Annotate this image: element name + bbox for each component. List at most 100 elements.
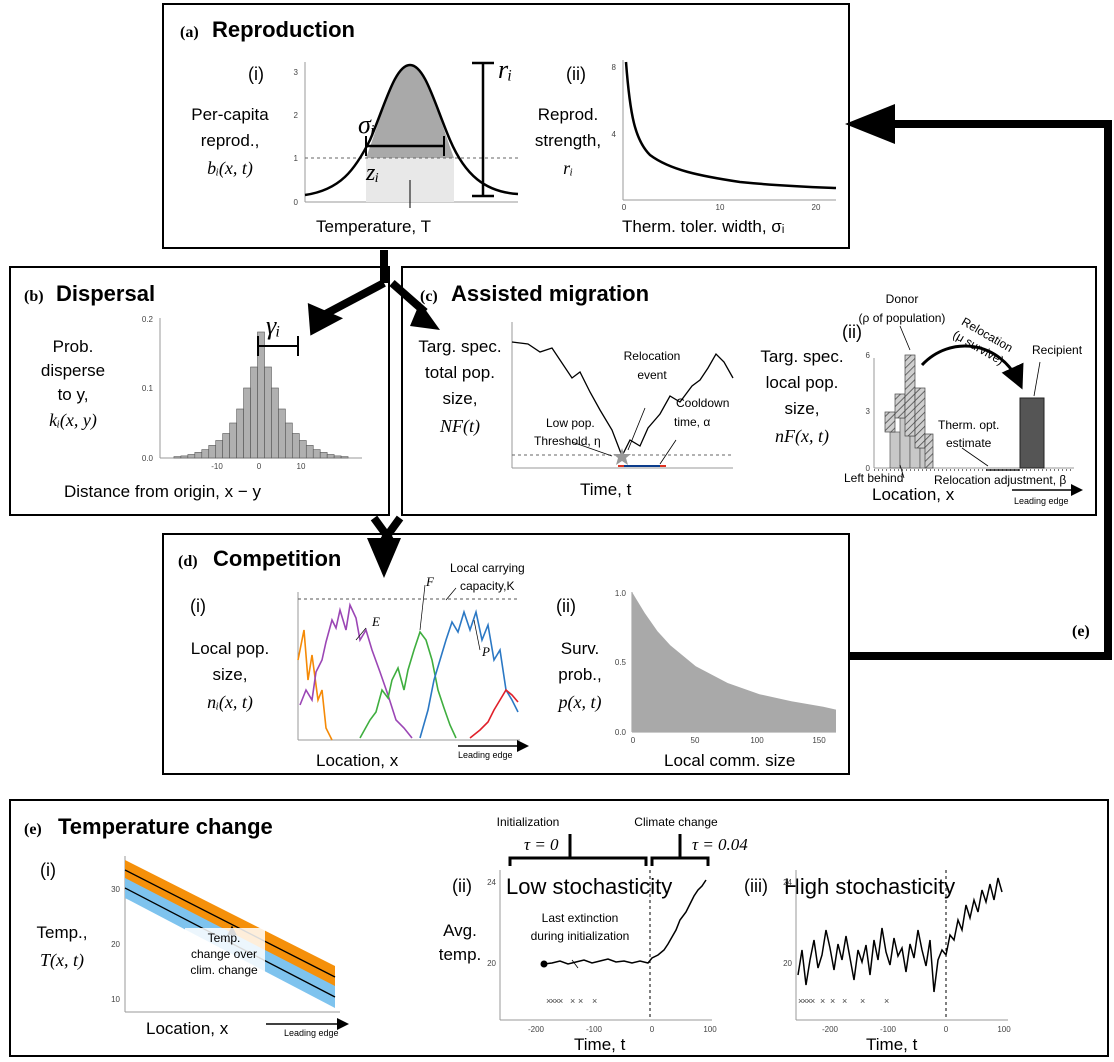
c-ii-number: (ii) <box>842 322 862 342</box>
e-ii-init-label: Initialization <box>497 815 560 829</box>
a-ii-curve <box>624 61 837 190</box>
b-hist-bar <box>208 445 217 459</box>
a-i-ytick-2: 2 <box>294 111 299 120</box>
e-ii-tau0: τ = 0 <box>524 835 559 854</box>
e-iii-xtick-0: 0 <box>944 1025 949 1034</box>
svg-text:×: × <box>860 996 865 1006</box>
c-ii-therm-2: estimate <box>946 436 992 450</box>
b-hist-bar <box>243 387 251 459</box>
chart-c-i <box>511 322 734 469</box>
chart-a-ii: 4 8 0 10 20 <box>612 60 837 212</box>
b-hist-bar <box>312 449 321 459</box>
c-ii-recipient: Recipient <box>1032 343 1083 357</box>
c-ii-ytick-6: 6 <box>866 351 871 360</box>
d-ii-xtick-150: 150 <box>812 736 826 745</box>
a-i-r-label: rᵢ <box>498 55 512 84</box>
c-ii-relocation-arrow <box>920 344 1024 390</box>
svg-text:×: × <box>592 996 597 1006</box>
chart-a-i: 0 1 2 3 <box>294 61 519 208</box>
c-i-threshold-2: Threshold, η <box>534 434 601 448</box>
c-i-relocation-star <box>613 448 631 465</box>
a-ii-ytick-8: 8 <box>612 63 617 72</box>
c-ii-ylabel-math: nF(x, t) <box>775 426 829 447</box>
b-hist-bar <box>333 455 342 459</box>
c-ii-left-behind-label: Left behind <box>844 471 903 485</box>
d-ii-ytick-05: 0.5 <box>615 658 627 667</box>
d-i-species-p: P <box>481 644 490 659</box>
b-ylabel-3: to y, <box>58 385 89 404</box>
panel-e-frame <box>9 799 1109 1057</box>
c-i-threshold-1: Low pop. <box>546 416 595 430</box>
a-i-ytick-1: 1 <box>294 154 299 163</box>
e-i-ytick-10: 10 <box>111 995 120 1004</box>
e-i-ylabel-1: Temp., <box>36 923 87 942</box>
e-iii-temp-line <box>797 877 1003 993</box>
d-ii-survival-area <box>632 592 836 732</box>
d-ii-xtick-0: 0 <box>631 736 636 745</box>
d-i-carrying-1: Local carrying <box>450 561 525 575</box>
e-ii-xtick-m200: -200 <box>528 1025 545 1034</box>
c-ii-donor-2: (ρ of population) <box>859 311 946 325</box>
b-ytick-2: 0.2 <box>142 315 154 324</box>
svg-text:×: × <box>820 996 825 1006</box>
svg-text:×: × <box>578 996 583 1006</box>
b-ylabel-1: Prob. <box>53 337 94 356</box>
b-xlabel: Distance from origin, x − y <box>64 482 261 501</box>
e-ii-number: (ii) <box>452 876 472 896</box>
b-hist-bar <box>222 433 230 459</box>
d-ii-xtick-100: 100 <box>750 736 764 745</box>
c-ii-recipient-bar <box>1019 397 1045 469</box>
e-i-annotation-3: clim. change <box>190 963 258 977</box>
svg-text:×: × <box>842 996 847 1006</box>
d-i-ylabel-1: Local pop. <box>191 639 269 658</box>
svg-text:×: × <box>806 996 811 1006</box>
e-ii-ylabel-2: temp. <box>439 945 482 964</box>
c-ii-ytick-0: 0 <box>866 464 871 473</box>
d-ii-ylabel-math: p(x, t) <box>557 692 602 713</box>
e-i-number: (i) <box>40 860 56 880</box>
d-ii-number: (ii) <box>556 596 576 616</box>
chart-d-ii: 0.0 0.5 1.0 0 50 100 150 <box>615 589 836 745</box>
a-ii-ytick-4: 4 <box>612 130 617 139</box>
b-hist-bar <box>326 454 335 459</box>
e-iii-xtick-100: 100 <box>997 1025 1011 1034</box>
a-ii-xtick-20: 20 <box>812 203 821 212</box>
panel-e-title: Temperature change <box>58 814 273 839</box>
panel-a-title: Reproduction <box>212 17 355 42</box>
d-i-number: (i) <box>190 596 206 616</box>
c-i-cooldown-1: Cooldown <box>676 396 729 410</box>
d-ii-ytick-0: 0.0 <box>615 728 627 737</box>
chart-b: 0.0 0.1 0.2 -10 0 10 <box>142 315 362 471</box>
b-hist-bar <box>264 366 272 459</box>
b-hist-bar <box>285 422 293 459</box>
d-i-ylabel-2: size, <box>213 665 248 684</box>
panel-b-frame <box>9 266 390 516</box>
c-ii-ylabel-2: local pop. <box>766 373 839 392</box>
d-ii-ylabel-1: Surv. <box>561 639 599 658</box>
e-ii-title: Low stochasticity <box>506 874 672 899</box>
a-i-sigma-label: σᵢ <box>358 110 375 139</box>
e-ii-xtick-0: 0 <box>650 1025 655 1034</box>
e-i-leading-edge: Leading edge <box>284 1028 339 1038</box>
e-iii-extinction-marks: ×××× × × × × × <box>798 996 889 1006</box>
chart-d-i <box>297 584 529 752</box>
svg-text:×: × <box>810 996 815 1006</box>
e-iii-ytick-20: 20 <box>783 959 792 968</box>
a-i-xlabel: Temperature, T <box>316 217 431 236</box>
b-xtick-10: 10 <box>297 462 306 471</box>
b-hist-bar <box>215 440 223 459</box>
c-ii-adjustment: Relocation adjustment, β <box>934 473 1066 487</box>
e-ii-braces <box>508 834 710 866</box>
d-i-species-red <box>469 688 519 739</box>
a-i-ytick-0: 0 <box>294 198 299 207</box>
flow-arrows <box>307 250 440 578</box>
b-ylabel-math: kᵢ(x, y) <box>49 410 97 431</box>
e-iii-xlabel: Time, t <box>866 1035 918 1054</box>
panel-d-title: Competition <box>213 546 341 571</box>
c-ii-ylabel-3: size, <box>785 399 820 418</box>
panel-d-tag: (d) <box>178 553 198 570</box>
c-i-xlabel: Time, t <box>580 480 632 499</box>
e-ii-extinction-2: during initialization <box>531 929 630 943</box>
a-ii-ylabel-math: rᵢ <box>563 158 573 178</box>
b-hist-bar <box>194 452 203 459</box>
